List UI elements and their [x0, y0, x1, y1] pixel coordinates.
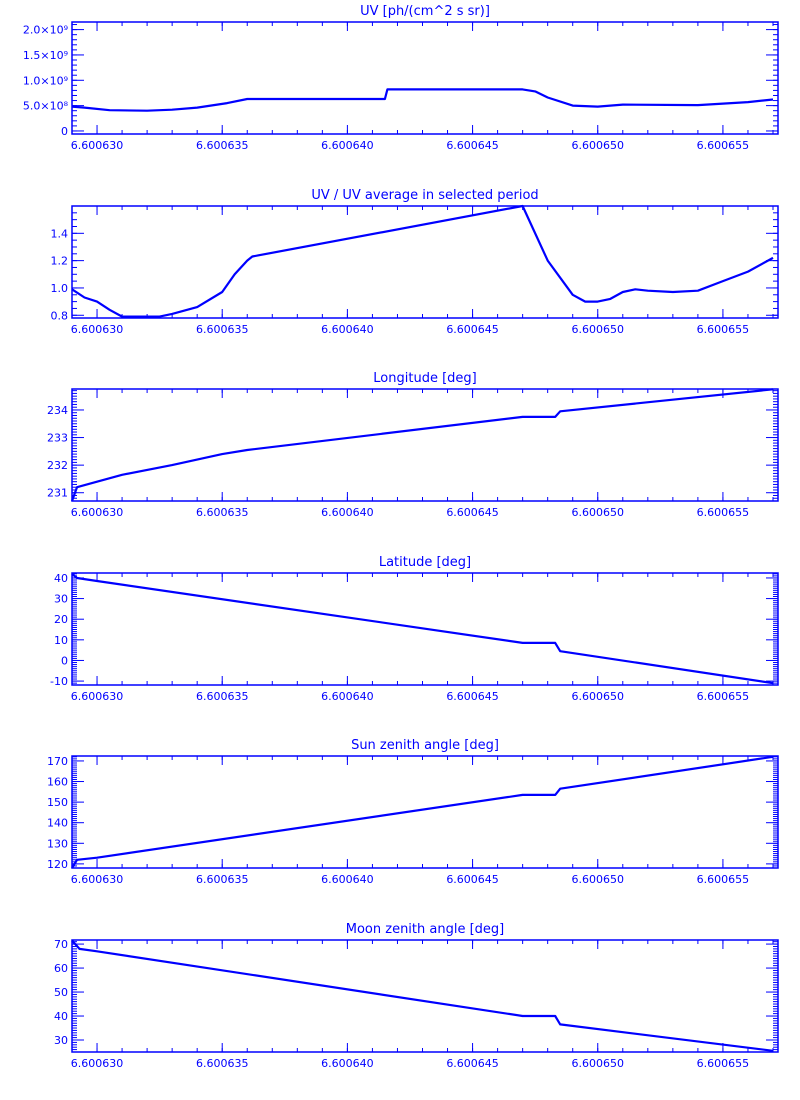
chart-panel: UV [ph/(cm^2 s sr)] 6.600630 6.600635 6.600… — [23, 4, 779, 152]
y-tick-label: 2.0×10⁹ — [23, 24, 68, 37]
x-tick-label: 6.600630 — [71, 690, 124, 703]
y-tick-label: 234 — [47, 404, 68, 417]
panel-title: Sun zenith angle [deg] — [351, 738, 499, 753]
x-tick-label: 6.600655 — [697, 139, 750, 152]
y-tick-label: 1.0 — [51, 282, 69, 295]
plot-frame — [71, 205, 779, 319]
x-tick-label: 6.600645 — [446, 323, 499, 336]
x-tick-label: 6.600640 — [321, 1057, 374, 1070]
data-series-line — [71, 939, 774, 1052]
x-tick-label: 6.600645 — [446, 873, 499, 886]
y-tick-label: 233 — [47, 432, 68, 445]
y-tick-label: 0 — [61, 125, 68, 138]
x-tick-label: 6.600655 — [697, 1057, 750, 1070]
data-series-line — [71, 88, 774, 112]
x-tick-label: 6.600645 — [446, 690, 499, 703]
panel-title: Latitude [deg] — [379, 555, 471, 570]
x-tick-label: 6.600630 — [71, 139, 124, 152]
x-tick-label: 6.600650 — [571, 690, 624, 703]
y-tick-label: 231 — [47, 487, 68, 500]
x-tick-label: 6.600635 — [196, 1057, 249, 1070]
x-tick-label: 6.600655 — [697, 690, 750, 703]
chart-panel: UV / UV average in selected period 6.6006… — [51, 188, 779, 336]
chart-panel: Latitude [deg] 6.600630 6.600635 6.600640 6.… — [50, 555, 779, 703]
y-tick-label: 0.8 — [51, 309, 69, 322]
panel-title: Moon zenith angle [deg] — [346, 922, 504, 937]
plot-frame — [71, 572, 779, 686]
y-tick-label: 60 — [54, 962, 68, 975]
y-tick-label: 160 — [47, 776, 68, 789]
x-tick-label: 6.600635 — [196, 139, 249, 152]
x-tick-label: 6.600640 — [321, 873, 374, 886]
x-tick-label: 6.600650 — [571, 873, 624, 886]
y-tick-label: 1.4 — [51, 227, 69, 240]
x-tick-label: 6.600655 — [697, 323, 750, 336]
y-tick-label: 150 — [47, 796, 68, 809]
x-tick-label: 6.600655 — [697, 506, 750, 519]
y-tick-label: 1.2 — [51, 255, 69, 268]
y-tick-label: 140 — [47, 817, 68, 830]
x-tick-label: 6.600640 — [321, 139, 374, 152]
plot-frame — [71, 21, 779, 135]
y-tick-label: 130 — [47, 837, 68, 850]
y-tick-label: 5.0×10⁸ — [23, 100, 69, 113]
x-tick-label: 6.600650 — [571, 139, 624, 152]
y-tick-label: 40 — [54, 572, 68, 585]
x-tick-label: 6.600630 — [71, 506, 124, 519]
y-tick-label: 30 — [54, 593, 68, 606]
y-tick-label: 1.0×10⁹ — [23, 74, 68, 87]
x-tick-label: 6.600630 — [71, 1057, 124, 1070]
y-tick-label: 120 — [47, 858, 68, 871]
plot-frame — [71, 388, 779, 502]
y-tick-label: 20 — [54, 613, 68, 626]
x-tick-label: 6.600635 — [196, 506, 249, 519]
y-tick-label: 40 — [54, 1010, 68, 1023]
x-tick-label: 6.600650 — [571, 506, 624, 519]
data-series-line — [70, 388, 774, 502]
x-tick-label: 6.600635 — [196, 323, 249, 336]
x-tick-label: 6.600645 — [446, 139, 499, 152]
x-tick-label: 6.600650 — [571, 1057, 624, 1070]
chart-panel: Sun zenith angle [deg] 6.600630 6.600635 6.… — [47, 738, 779, 886]
y-tick-label: -10 — [50, 675, 68, 688]
y-tick-label: 170 — [47, 755, 68, 768]
x-tick-label: 6.600635 — [196, 873, 249, 886]
data-series-line — [71, 204, 774, 318]
data-series-line — [71, 755, 774, 869]
y-tick-label: 232 — [47, 459, 68, 472]
x-tick-label: 6.600655 — [697, 873, 750, 886]
plot-frame — [71, 939, 779, 1053]
panel-title: UV [ph/(cm^2 s sr)] — [360, 4, 490, 19]
x-tick-label: 6.600630 — [71, 873, 124, 886]
x-tick-label: 6.600650 — [571, 323, 624, 336]
x-tick-label: 6.600645 — [446, 1057, 499, 1070]
y-tick-label: 30 — [54, 1034, 68, 1047]
x-tick-label: 6.600640 — [321, 506, 374, 519]
y-tick-label: 1.5×10⁹ — [23, 49, 68, 62]
x-tick-label: 6.600645 — [446, 506, 499, 519]
y-tick-label: 50 — [54, 986, 68, 999]
panel-title: UV / UV average in selected period — [311, 188, 538, 203]
chart-panel: Longitude [deg] 6.600630 6.600635 6.600640 6… — [47, 371, 779, 519]
y-tick-label: 0 — [61, 654, 68, 667]
panel-title: Longitude [deg] — [373, 371, 476, 386]
x-tick-label: 6.600640 — [321, 690, 374, 703]
x-tick-label: 6.600630 — [71, 323, 124, 336]
chart-panel: Moon zenith angle [deg] 6.600630 6.600635 6… — [54, 922, 779, 1070]
x-tick-label: 6.600635 — [196, 690, 249, 703]
y-tick-label: 10 — [54, 634, 68, 647]
data-series-line — [71, 572, 774, 685]
y-tick-label: 70 — [54, 938, 68, 951]
x-tick-label: 6.600640 — [321, 323, 374, 336]
